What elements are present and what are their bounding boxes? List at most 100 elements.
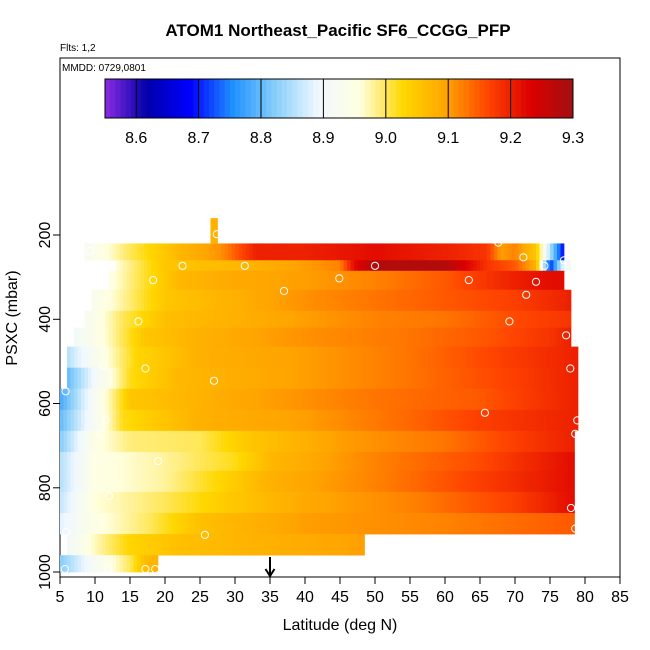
heatmap-cell xyxy=(228,534,232,556)
sample-point xyxy=(134,317,143,326)
heatmap-cell xyxy=(378,310,383,329)
heatmap-cell xyxy=(105,470,110,493)
heatmap-cell xyxy=(518,346,523,369)
heatmap-cell xyxy=(238,289,243,312)
heatmap-cell xyxy=(448,491,453,514)
heatmap-cell xyxy=(116,555,120,573)
heatmap-cell xyxy=(200,327,204,347)
heatmap-cell xyxy=(371,346,376,369)
heatmap-cell xyxy=(326,270,330,291)
heatmap-cell xyxy=(203,491,208,514)
heatmap-cell xyxy=(480,491,484,514)
heatmap-cell xyxy=(168,310,173,329)
heatmap-cell xyxy=(207,534,211,556)
heatmap-cell xyxy=(140,260,145,272)
heatmap-cell xyxy=(350,346,355,369)
heatmap-cell xyxy=(102,470,106,493)
heatmap-cell xyxy=(200,346,204,369)
heatmap-cell xyxy=(175,388,180,411)
heatmap-cell xyxy=(312,270,316,291)
heatmap-cell xyxy=(518,310,523,329)
heatmap-cell xyxy=(445,260,449,272)
heatmap-cell xyxy=(501,327,505,347)
heatmap-cell xyxy=(224,289,229,312)
heatmap-cell xyxy=(539,451,544,472)
heatmap-cell xyxy=(410,451,414,472)
heatmap-cell xyxy=(564,367,568,390)
heatmap-cell xyxy=(497,310,502,329)
heatmap-cell xyxy=(396,327,400,347)
heatmap-cell xyxy=(63,451,68,472)
heatmap-cell xyxy=(347,534,351,556)
heatmap-cell xyxy=(564,451,568,472)
heatmap-cell xyxy=(441,289,446,312)
colorbar-segment xyxy=(151,79,158,118)
heatmap-cell xyxy=(186,270,190,291)
heatmap-cell xyxy=(424,430,428,453)
heatmap-cell xyxy=(179,289,183,312)
heatmap-cell xyxy=(130,388,134,411)
heatmap-cell xyxy=(298,534,302,556)
heatmap-cell xyxy=(231,327,236,347)
heatmap-cell xyxy=(280,451,285,472)
heatmap-cell xyxy=(476,491,481,514)
heatmap-cell xyxy=(182,367,187,390)
heatmap-cell xyxy=(574,409,579,432)
heatmap-cell xyxy=(301,243,306,261)
heatmap-cell xyxy=(389,260,393,272)
heatmap-cell xyxy=(469,451,474,472)
heatmap-cell xyxy=(88,555,92,573)
heatmap-cell xyxy=(315,367,320,390)
heatmap-cell xyxy=(70,409,75,432)
heatmap-cell xyxy=(263,289,267,312)
heatmap-cell xyxy=(434,243,439,261)
colorbar-segment xyxy=(510,79,517,118)
heatmap-cell xyxy=(399,513,404,535)
sample-point xyxy=(562,331,571,340)
heatmap-cell xyxy=(364,470,369,493)
heatmap-cell xyxy=(63,409,68,432)
sample-points xyxy=(60,230,582,574)
colorbar-segment xyxy=(396,79,402,118)
heatmap-cell xyxy=(357,409,362,432)
heatmap-cell xyxy=(312,289,316,312)
heatmap-cell xyxy=(508,289,512,312)
heatmap-cell xyxy=(168,534,173,556)
x-tick-label: 5 xyxy=(56,589,65,606)
heatmap-cell xyxy=(294,491,299,514)
heatmap-cell xyxy=(441,327,446,347)
heatmap-cell xyxy=(532,270,537,291)
heatmap-cell xyxy=(126,243,131,261)
heatmap-cell xyxy=(98,430,103,453)
heatmap-cell xyxy=(511,470,516,493)
heatmap-cell xyxy=(445,289,449,312)
heatmap-cell xyxy=(364,491,369,514)
heatmap-cell xyxy=(249,327,253,347)
heatmap-cell xyxy=(399,327,404,347)
heatmap-cell xyxy=(452,451,456,472)
heatmap-cell xyxy=(186,470,190,493)
heatmap-cell xyxy=(459,243,463,261)
heatmap-cell xyxy=(319,513,323,535)
heatmap-cell xyxy=(340,534,344,556)
heatmap-cell xyxy=(221,289,225,312)
x-tick-label: 65 xyxy=(471,589,489,606)
heatmap-cell xyxy=(140,310,145,329)
heatmap-cell xyxy=(501,491,505,514)
heatmap-cell xyxy=(133,270,138,291)
heatmap-cell xyxy=(81,491,85,514)
x-tick-label: 70 xyxy=(506,589,524,606)
heatmap-cell xyxy=(88,451,92,472)
heatmap-cell xyxy=(396,491,400,514)
heatmap-cell xyxy=(476,367,481,390)
heatmap-cell xyxy=(329,409,334,432)
heatmap-cell xyxy=(210,346,215,369)
heatmap-cell xyxy=(483,367,488,390)
heatmap-cell xyxy=(483,491,488,514)
heatmap-cell xyxy=(249,367,253,390)
y-axis-label: PSXC (mbar) xyxy=(4,270,21,365)
colorbar-segment xyxy=(313,79,319,118)
heatmap-cell xyxy=(147,513,152,535)
heatmap-cell xyxy=(473,430,477,453)
heatmap-cell xyxy=(203,327,208,347)
